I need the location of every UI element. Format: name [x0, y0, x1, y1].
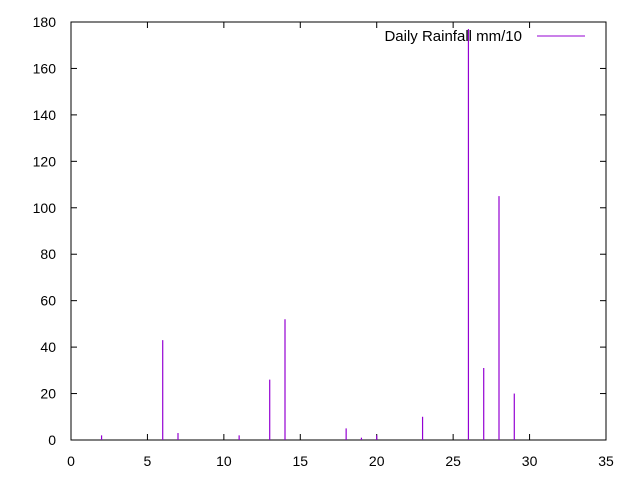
y-tick-label: 120	[33, 153, 57, 169]
x-tick-label: 5	[144, 453, 152, 469]
legend-label: Daily Rainfall mm/10	[384, 28, 522, 45]
x-tick-label: 30	[522, 453, 538, 469]
axis-ticks	[70, 21, 607, 441]
y-tick-label: 140	[33, 107, 57, 123]
x-tick-label: 0	[67, 453, 75, 469]
y-tick-label: 60	[40, 293, 56, 309]
y-tick-label: 180	[33, 14, 57, 30]
legend: Daily Rainfall mm/10	[384, 28, 585, 45]
x-tick-label: 25	[445, 453, 461, 469]
y-tick-label: 100	[33, 200, 57, 216]
x-tick-label: 20	[369, 453, 385, 469]
y-tick-label: 20	[40, 386, 56, 402]
data-marks	[100, 28, 515, 440]
x-tick-label: 15	[292, 453, 308, 469]
y-tick-label: 160	[33, 60, 57, 76]
x-tick-label: 10	[216, 453, 232, 469]
y-tick-label: 80	[40, 246, 56, 262]
x-tick-label: 35	[598, 453, 614, 469]
tick-labels: 0 5 10 15 20 25 30 35 0 20 40 60 80 100 120 140 160 180	[33, 14, 614, 469]
y-tick-label: 40	[40, 339, 56, 355]
y-tick-label: 0	[48, 432, 56, 448]
plot-border	[70, 21, 607, 441]
